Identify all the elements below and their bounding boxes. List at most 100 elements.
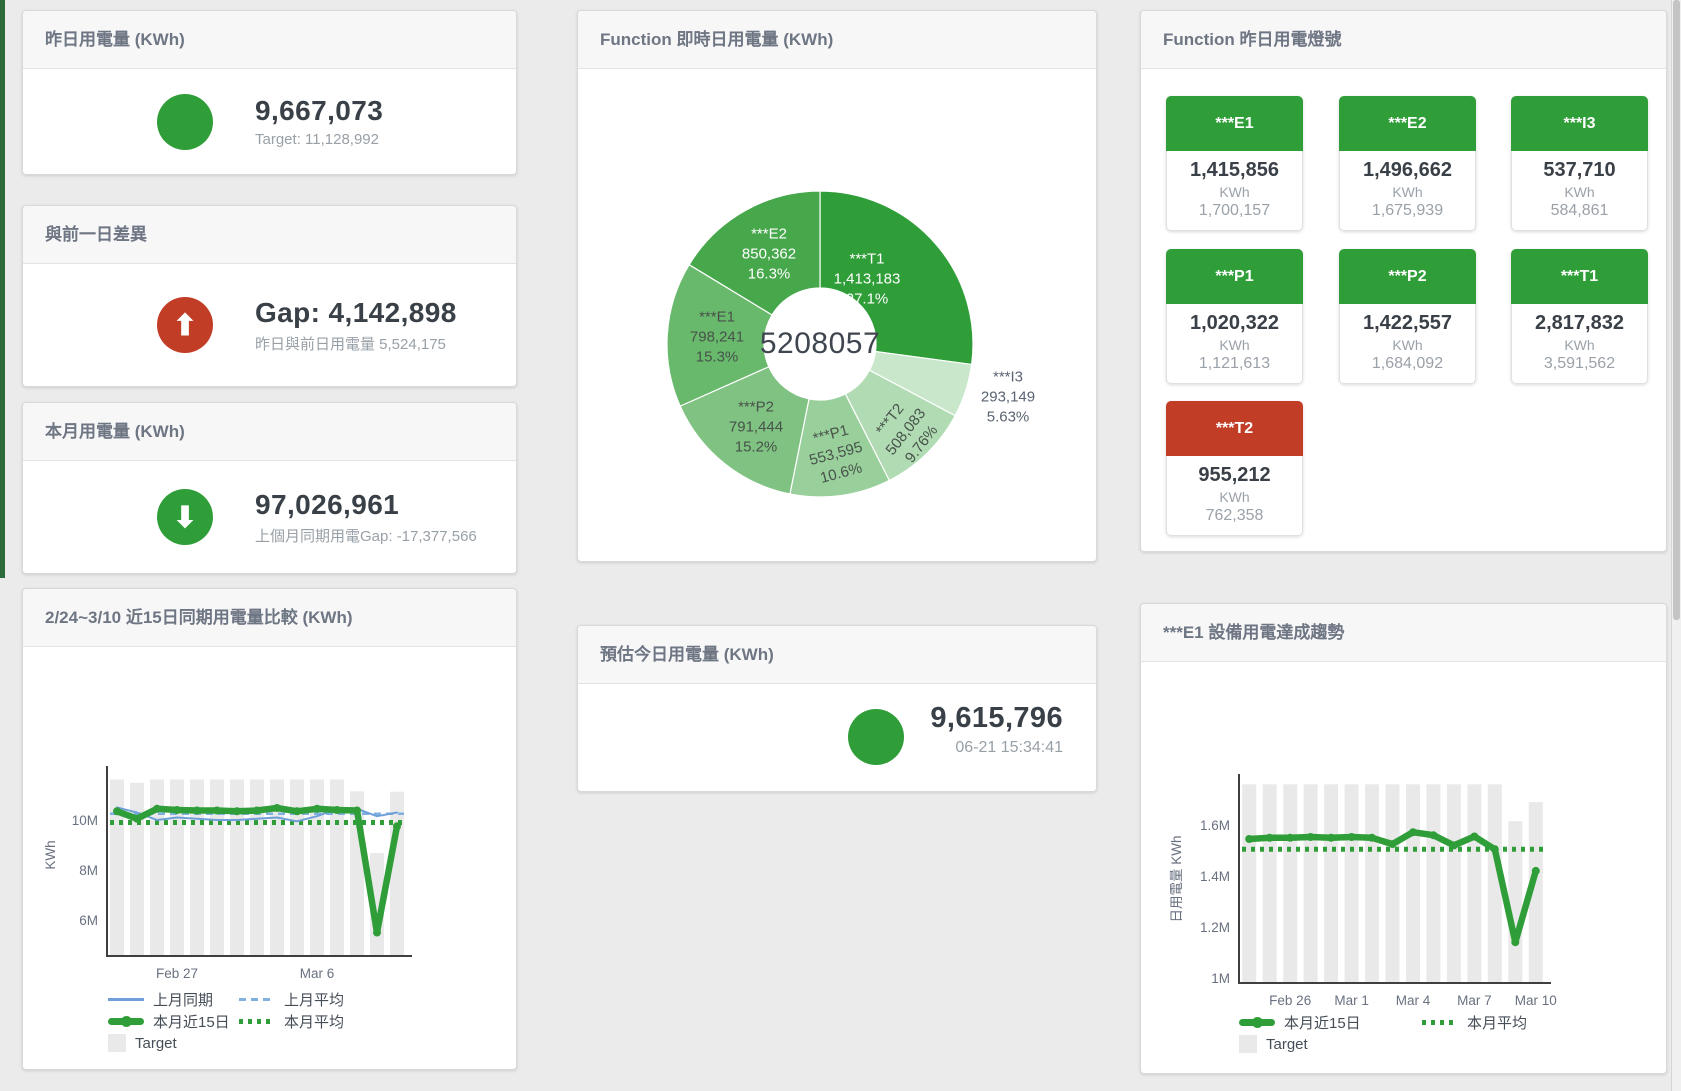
- tile-unit: KWh: [1219, 489, 1250, 505]
- legend-label: Target: [1266, 1035, 1308, 1053]
- panel-realtime-donut: Function 即時日用電量 (KWh) ***T1 1,413,183 27.1…: [577, 10, 1097, 562]
- target-bar: [170, 779, 184, 956]
- tile-label: ***T1: [1511, 249, 1648, 304]
- tile-value: 1,496,662: [1363, 159, 1452, 181]
- legend-item[interactable]: 本月平均: [1422, 1012, 1605, 1033]
- svg-text:6M: 6M: [79, 913, 98, 928]
- legend-item[interactable]: 本月平均: [239, 1011, 370, 1032]
- legend-item[interactable]: 上月同期: [108, 989, 239, 1010]
- svg-text:8M: 8M: [79, 863, 98, 878]
- target-bar: [1385, 784, 1400, 983]
- status-tile-P2: ***P2 1,422,557 KWh 1,684,092: [1339, 249, 1476, 384]
- target-bar: [1303, 784, 1318, 983]
- donut-slice-label: ***E2 850,362 16.3%: [742, 224, 796, 283]
- svg-text:KWh: KWh: [43, 840, 58, 869]
- tile-value: 537,710: [1543, 159, 1616, 181]
- tile-value: 955,212: [1198, 464, 1271, 486]
- kpi-value: 9,667,073: [255, 95, 384, 126]
- svg-text:Feb 27: Feb 27: [156, 966, 198, 981]
- tile-label: ***T2: [1166, 401, 1303, 456]
- target-bar: [1242, 784, 1257, 983]
- target-bar: [1324, 784, 1339, 983]
- status-tile-T1: ***T1 2,817,832 KWh 3,591,562: [1511, 249, 1648, 384]
- donut-label-pct: 5.63%: [986, 407, 1030, 425]
- svg-text:日用電量 KWh: 日用電量 KWh: [1169, 835, 1184, 922]
- donut-label-value: 850,362: [741, 245, 797, 263]
- legend-label: 本月平均: [284, 1013, 345, 1031]
- compare-legend: 上月同期 上月平均 本月近15日 本月平均 Target: [108, 988, 370, 1054]
- legend-label: 本月近15日: [1284, 1014, 1361, 1032]
- donut-slice-E2[interactable]: [688, 190, 821, 316]
- target-bar: [210, 779, 224, 956]
- donut-label-name: ***E1: [699, 308, 735, 326]
- panel-title: ***E1 設備用電達成趨勢: [1141, 604, 1666, 662]
- status-tile-E2: ***E2 1,496,662 KWh 1,675,939: [1339, 96, 1476, 231]
- svg-text:1.2M: 1.2M: [1200, 920, 1230, 935]
- kpi-row: ⬆ Gap: 4,142,898 昨日與前日用電量 5,524,175: [23, 264, 516, 386]
- donut-slice-label: ***T1 1,413,183 27.1%: [834, 249, 901, 308]
- legend-swatch-dots: [239, 1018, 275, 1024]
- donut-label-name: ***T1: [849, 250, 885, 268]
- svg-text:Mar 1: Mar 1: [1334, 993, 1369, 1008]
- donut-label-pct: 15.3%: [695, 347, 739, 365]
- panel-e1-trend: ***E1 設備用電達成趨勢 1M 1.2M 1.4M 1.6M Feb 26 Mar 1…: [1140, 603, 1667, 1074]
- down-arrow-icon: ⬇: [157, 489, 213, 545]
- tile-target: 1,675,939: [1371, 202, 1444, 219]
- target-bar: [1344, 784, 1359, 983]
- donut-label-value: 798,241: [689, 328, 745, 346]
- panel-yesterday-lights: Function 昨日用電燈號 ***E1 1,415,856 KWh 1,700,1…: [1140, 10, 1667, 552]
- donut-label-name: ***P2: [738, 398, 774, 416]
- target-bar: [1487, 784, 1502, 983]
- lights-grid: ***E1 1,415,856 KWh 1,700,157 ***E2 1,496,662…: [1141, 69, 1666, 550]
- svg-text:1M: 1M: [1211, 971, 1230, 986]
- target-bar: [1508, 821, 1523, 983]
- legend-swatch-thick: [1239, 1016, 1275, 1028]
- donut-label-pct: 27.1%: [845, 289, 889, 307]
- target-bar: [110, 779, 124, 956]
- panel-yesterday-usage: 昨日用電量 (KWh) 9,667,073 Target: 11,128,992: [22, 10, 517, 175]
- donut-label-name: ***I3: [992, 368, 1024, 386]
- legend-item[interactable]: 上月平均: [239, 989, 370, 1010]
- legend-label: 本月平均: [1467, 1014, 1528, 1032]
- donut-center-total: 5208057: [759, 327, 881, 360]
- realtime-donut-chart: ***T1 1,413,183 27.1% ***I3 293,149 5.63% ***T…: [578, 69, 1096, 559]
- panel-title: 預估今日用電量 (KWh): [578, 626, 1096, 684]
- donut-slice-P2[interactable]: [679, 365, 810, 495]
- scrollbar-thumb[interactable]: [1673, 0, 1680, 620]
- panel-title: Function 即時日用電量 (KWh): [578, 11, 1096, 69]
- tile-target: 1,700,157: [1198, 202, 1271, 219]
- tile-label: ***P2: [1339, 249, 1476, 304]
- tile-unit: KWh: [1219, 337, 1250, 353]
- donut-slice-label: ***I3 293,149 5.63%: [981, 367, 1035, 426]
- donut-slice-E1[interactable]: [666, 263, 773, 407]
- donut-label-pct: 16.3%: [747, 264, 791, 282]
- donut-label-pct: 15.2%: [734, 437, 778, 455]
- panel-compare-chart: 2/24~3/10 近15日同期用電量比較 (KWh) 6M 8M 10M Feb 2…: [22, 588, 517, 1070]
- target-bar: [290, 779, 304, 956]
- status-tile-E1: ***E1 1,415,856 KWh 1,700,157: [1166, 96, 1303, 231]
- target-bar: [230, 779, 244, 956]
- target-bar: [250, 779, 264, 956]
- panel-estimate-today: 預估今日用電量 (KWh) 9,615,796 06-21 15:34:41: [577, 625, 1097, 792]
- trend-legend: 本月近15日 本月平均 Target: [1239, 1011, 1605, 1055]
- target-bar: [1467, 784, 1482, 983]
- tile-value: 1,415,856: [1190, 159, 1279, 181]
- legend-item[interactable]: 本月近15日: [1239, 1012, 1422, 1033]
- tile-target: 762,358: [1205, 507, 1264, 524]
- kpi-row: 9,667,073 Target: 11,128,992: [23, 69, 516, 174]
- donut-slice-label: ***P2 791,444 15.2%: [729, 397, 783, 456]
- kpi-subtitle: 昨日與前日用電量 5,524,175: [255, 335, 446, 353]
- legend-item[interactable]: Target: [108, 1034, 239, 1052]
- panel-day-gap: 與前一日差異 ⬆ Gap: 4,142,898 昨日與前日用電量 5,524,1…: [22, 205, 517, 387]
- left-edge-strip: [0, 0, 5, 578]
- compare-chart: 6M 8M 10M Feb 27 Mar 6 KWh: [23, 647, 516, 994]
- kpi-value: 9,615,796: [930, 702, 1063, 734]
- panel-title: 昨日用電量 (KWh): [23, 11, 516, 69]
- donut-slice-T1[interactable]: [819, 190, 974, 366]
- legend-item[interactable]: 本月近15日: [108, 1011, 239, 1032]
- target-bar: [1406, 784, 1420, 983]
- legend-item[interactable]: Target: [1239, 1035, 1422, 1053]
- svg-text:Mar 10: Mar 10: [1515, 993, 1557, 1008]
- target-bar: [1446, 784, 1461, 983]
